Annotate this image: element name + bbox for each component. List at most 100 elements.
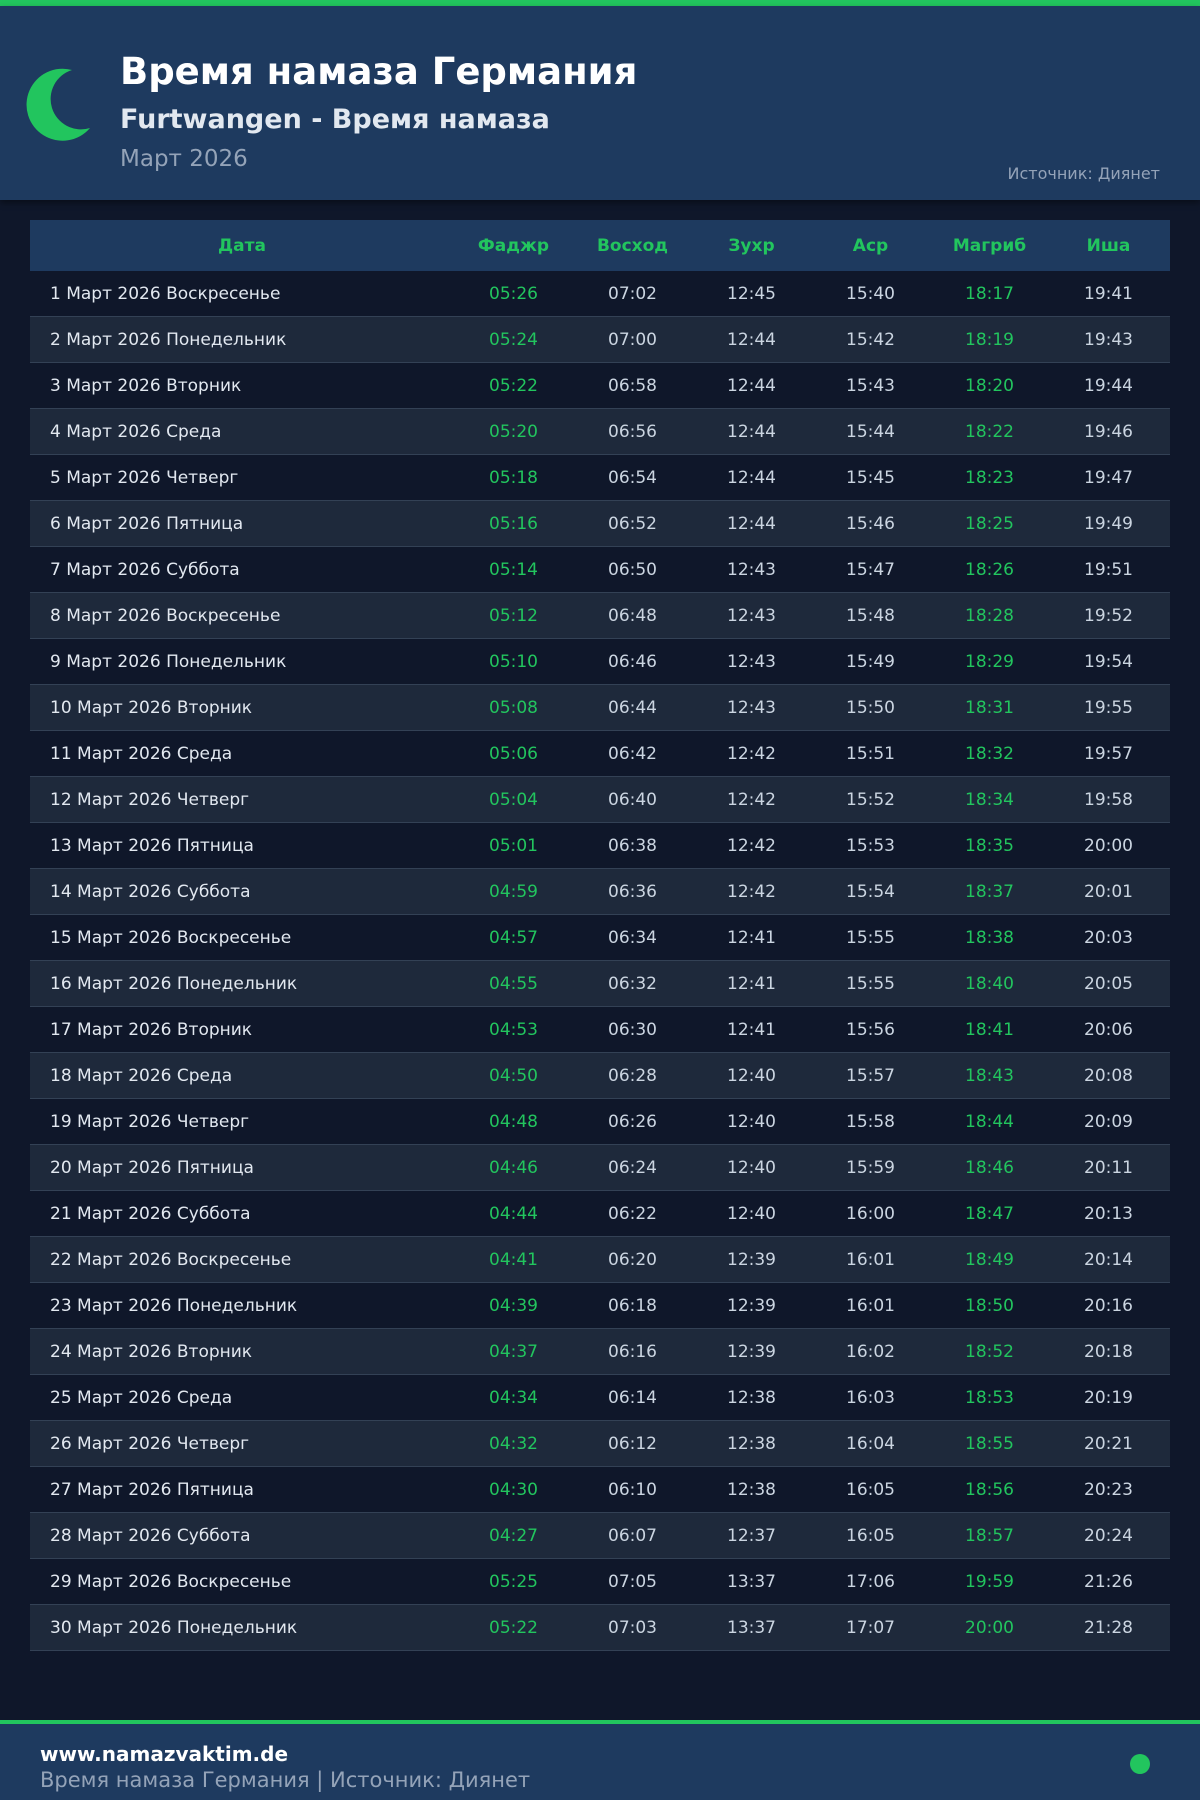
cell-maghrib: 18:50 (965, 1295, 1014, 1316)
cell-date: 13 Март 2026 Пятница (50, 835, 254, 856)
table-header: Дата Фаджр Восход Зухр Аср Магриб Иша (30, 220, 1170, 271)
cell-fajr: 04:30 (489, 1479, 538, 1500)
cell-date: 9 Март 2026 Понедельник (50, 651, 287, 672)
cell-maghrib: 18:23 (965, 467, 1014, 488)
cell-fajr: 05:10 (489, 651, 538, 672)
cell-sunrise: 06:12 (608, 1433, 657, 1454)
cell-fajr: 05:06 (489, 743, 538, 764)
cell-asr: 16:03 (846, 1387, 895, 1408)
cell-maghrib: 18:56 (965, 1479, 1014, 1500)
cell-dhuhr: 12:40 (727, 1065, 776, 1086)
cell-isha: 19:54 (1084, 651, 1133, 672)
table-row: 8 Март 2026 Воскресенье 05:12 06:48 12:43 15… (30, 593, 1170, 639)
cell-maghrib: 18:26 (965, 559, 1014, 580)
cell-isha: 20:11 (1084, 1157, 1133, 1178)
cell-maghrib: 18:25 (965, 513, 1014, 534)
cell-dhuhr: 12:40 (727, 1157, 776, 1178)
cell-maghrib: 18:55 (965, 1433, 1014, 1454)
cell-asr: 16:01 (846, 1295, 895, 1316)
cell-fajr: 05:22 (489, 1617, 538, 1638)
cell-maghrib: 18:38 (965, 927, 1014, 948)
table-row: 1 Март 2026 Воскресенье 05:26 07:02 12:45 15… (30, 271, 1170, 317)
cell-asr: 15:57 (846, 1065, 895, 1086)
cell-dhuhr: 12:44 (727, 329, 776, 350)
cell-fajr: 05:16 (489, 513, 538, 534)
cell-date: 14 Март 2026 Суббота (50, 881, 251, 902)
cell-dhuhr: 12:43 (727, 559, 776, 580)
cell-date: 29 Март 2026 Воскресенье (50, 1571, 292, 1592)
cell-sunrise: 06:20 (608, 1249, 657, 1270)
cell-maghrib: 18:20 (965, 375, 1014, 396)
cell-dhuhr: 12:42 (727, 835, 776, 856)
cell-isha: 19:44 (1084, 375, 1133, 396)
cell-asr: 17:06 (846, 1571, 895, 1592)
column-header-date: Дата (218, 235, 266, 256)
cell-asr: 16:02 (846, 1341, 895, 1362)
cell-asr: 15:58 (846, 1111, 895, 1132)
cell-maghrib: 18:22 (965, 421, 1014, 442)
cell-isha: 19:51 (1084, 559, 1133, 580)
table-row: 19 Март 2026 Четверг 04:48 06:26 12:40 15:58… (30, 1099, 1170, 1145)
table-row: 16 Март 2026 Понедельник 04:55 06:32 12:41 1… (30, 961, 1170, 1007)
top-accent-bar (0, 0, 1200, 6)
cell-sunrise: 06:46 (608, 651, 657, 672)
cell-dhuhr: 12:44 (727, 513, 776, 534)
table-row: 28 Март 2026 Суббота 04:27 06:07 12:37 16:05… (30, 1513, 1170, 1559)
cell-sunrise: 06:40 (608, 789, 657, 810)
cell-maghrib: 19:59 (965, 1571, 1014, 1592)
cell-dhuhr: 12:45 (727, 283, 776, 304)
footer-accent-line (0, 1720, 1200, 1724)
cell-fajr: 05:14 (489, 559, 538, 580)
cell-asr: 15:51 (846, 743, 895, 764)
cell-fajr: 05:04 (489, 789, 538, 810)
cell-asr: 16:04 (846, 1433, 895, 1454)
cell-isha: 21:28 (1084, 1617, 1133, 1638)
cell-fajr: 04:41 (489, 1249, 538, 1270)
cell-dhuhr: 12:38 (727, 1387, 776, 1408)
cell-isha: 20:16 (1084, 1295, 1133, 1316)
cell-fajr: 04:32 (489, 1433, 538, 1454)
cell-sunrise: 07:03 (608, 1617, 657, 1638)
cell-isha: 20:23 (1084, 1479, 1133, 1500)
cell-maghrib: 18:35 (965, 835, 1014, 856)
cell-dhuhr: 12:41 (727, 927, 776, 948)
cell-date: 7 Март 2026 Суббота (50, 559, 240, 580)
status-dot-icon (1130, 1754, 1150, 1774)
cell-maghrib: 20:00 (965, 1617, 1014, 1638)
column-header-maghrib: Магриб (952, 235, 1027, 256)
cell-isha: 20:09 (1084, 1111, 1133, 1132)
cell-asr: 16:01 (846, 1249, 895, 1270)
table-row: 29 Март 2026 Воскресенье 05:25 07:05 13:37 1… (30, 1559, 1170, 1605)
cell-date: 22 Март 2026 Воскресенье (50, 1249, 292, 1270)
cell-date: 19 Март 2026 Четверг (50, 1111, 250, 1132)
cell-date: 10 Март 2026 Вторник (50, 697, 253, 718)
month-label: Март 2026 (120, 146, 248, 172)
cell-dhuhr: 12:38 (727, 1433, 776, 1454)
cell-sunrise: 06:32 (608, 973, 657, 994)
cell-isha: 19:43 (1084, 329, 1133, 350)
cell-asr: 15:40 (846, 283, 895, 304)
cell-date: 6 Март 2026 Пятница (50, 513, 244, 534)
cell-dhuhr: 12:42 (727, 743, 776, 764)
cell-asr: 17:07 (846, 1617, 895, 1638)
cell-maghrib: 18:52 (965, 1341, 1014, 1362)
cell-dhuhr: 12:44 (727, 421, 776, 442)
table-row: 21 Март 2026 Суббота 04:44 06:22 12:40 16:00… (30, 1191, 1170, 1237)
cell-isha: 19:41 (1084, 283, 1133, 304)
cell-dhuhr: 12:41 (727, 973, 776, 994)
cell-isha: 20:19 (1084, 1387, 1133, 1408)
cell-sunrise: 06:34 (608, 927, 657, 948)
footer-site-link[interactable]: www.namazvaktim.de (40, 1742, 289, 1766)
cell-date: 25 Март 2026 Среда (50, 1387, 233, 1408)
cell-sunrise: 06:14 (608, 1387, 657, 1408)
cell-date: 5 Март 2026 Четверг (50, 467, 239, 488)
cell-asr: 15:43 (846, 375, 895, 396)
cell-fajr: 05:25 (489, 1571, 538, 1592)
cell-fajr: 04:34 (489, 1387, 538, 1408)
table-row: 10 Март 2026 Вторник 05:08 06:44 12:43 15:50… (30, 685, 1170, 731)
cell-isha: 20:06 (1084, 1019, 1133, 1040)
cell-isha: 20:18 (1084, 1341, 1133, 1362)
cell-dhuhr: 12:43 (727, 697, 776, 718)
cell-isha: 21:26 (1084, 1571, 1133, 1592)
cell-fajr: 05:20 (489, 421, 538, 442)
